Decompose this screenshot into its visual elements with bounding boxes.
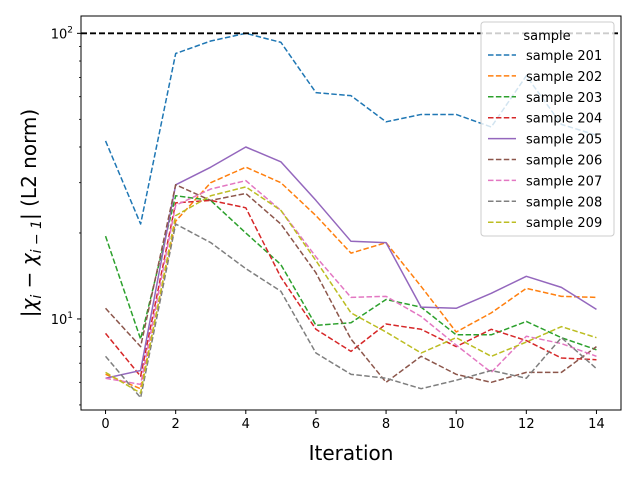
- x-tick-label: 14: [588, 417, 605, 432]
- legend-label: sample 207: [526, 174, 602, 189]
- x-tick-label: 2: [172, 417, 180, 432]
- x-tick-label: 0: [101, 417, 109, 432]
- x-tick-label: 10: [448, 417, 465, 432]
- series-line-sample-205: [105, 146, 597, 379]
- series-line-sample-203: [104, 195, 597, 351]
- legend-label: sample 204: [526, 112, 602, 127]
- legend-label: sample 209: [526, 216, 602, 231]
- legend-items: sample 201 sample 202 sample 203 sample 204…: [488, 49, 602, 231]
- series-line-sample-201: [104, 32, 597, 225]
- y-tick-label: 101: [51, 311, 73, 328]
- series-line-sample-202: [105, 166, 597, 390]
- x-tick-label: 12: [518, 417, 535, 432]
- series-line-sample-209: [105, 186, 597, 394]
- plot-frame: [80, 15, 622, 411]
- legend-label: sample 205: [526, 133, 602, 148]
- y-tick-label: 102: [51, 25, 73, 42]
- legend-label: sample 201: [526, 49, 602, 64]
- legend-label: sample 203: [526, 91, 602, 106]
- x-tick-label: 8: [382, 417, 390, 432]
- series-line-sample-207: [105, 179, 597, 386]
- legend-label: sample 206: [526, 154, 602, 169]
- series-line-sample-208: [104, 223, 597, 399]
- x-tick-label: 6: [312, 417, 320, 432]
- legend-title: sample: [523, 29, 570, 44]
- series-line-sample-204: [104, 199, 597, 378]
- legend-label: sample 202: [526, 70, 602, 85]
- x-axis: 0 2 4 6 8 10 12 14: [101, 410, 605, 432]
- y-axis: 101 102: [51, 25, 81, 406]
- legend-label: sample 208: [526, 195, 602, 210]
- plot-area: [81, 32, 621, 399]
- x-axis-title: Iteration: [309, 441, 394, 465]
- x-tick-label: 4: [242, 417, 250, 432]
- y-axis-title: |χi − χi − 1| (L2 norm): [17, 109, 45, 317]
